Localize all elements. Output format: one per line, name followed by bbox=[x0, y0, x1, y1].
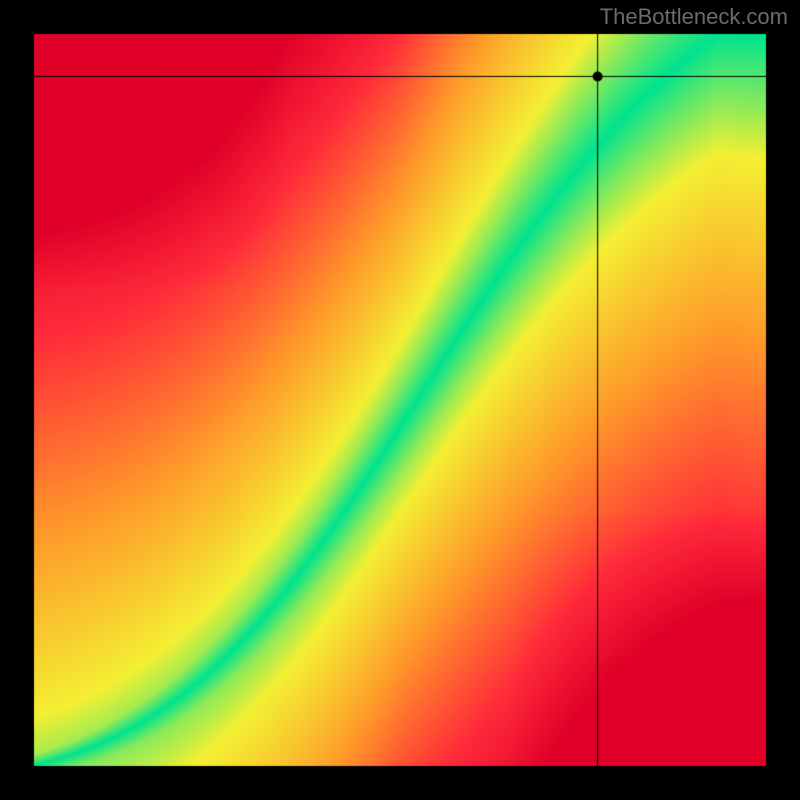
watermark-text: TheBottleneck.com bbox=[600, 4, 788, 30]
bottleneck-heatmap-canvas bbox=[0, 0, 800, 800]
